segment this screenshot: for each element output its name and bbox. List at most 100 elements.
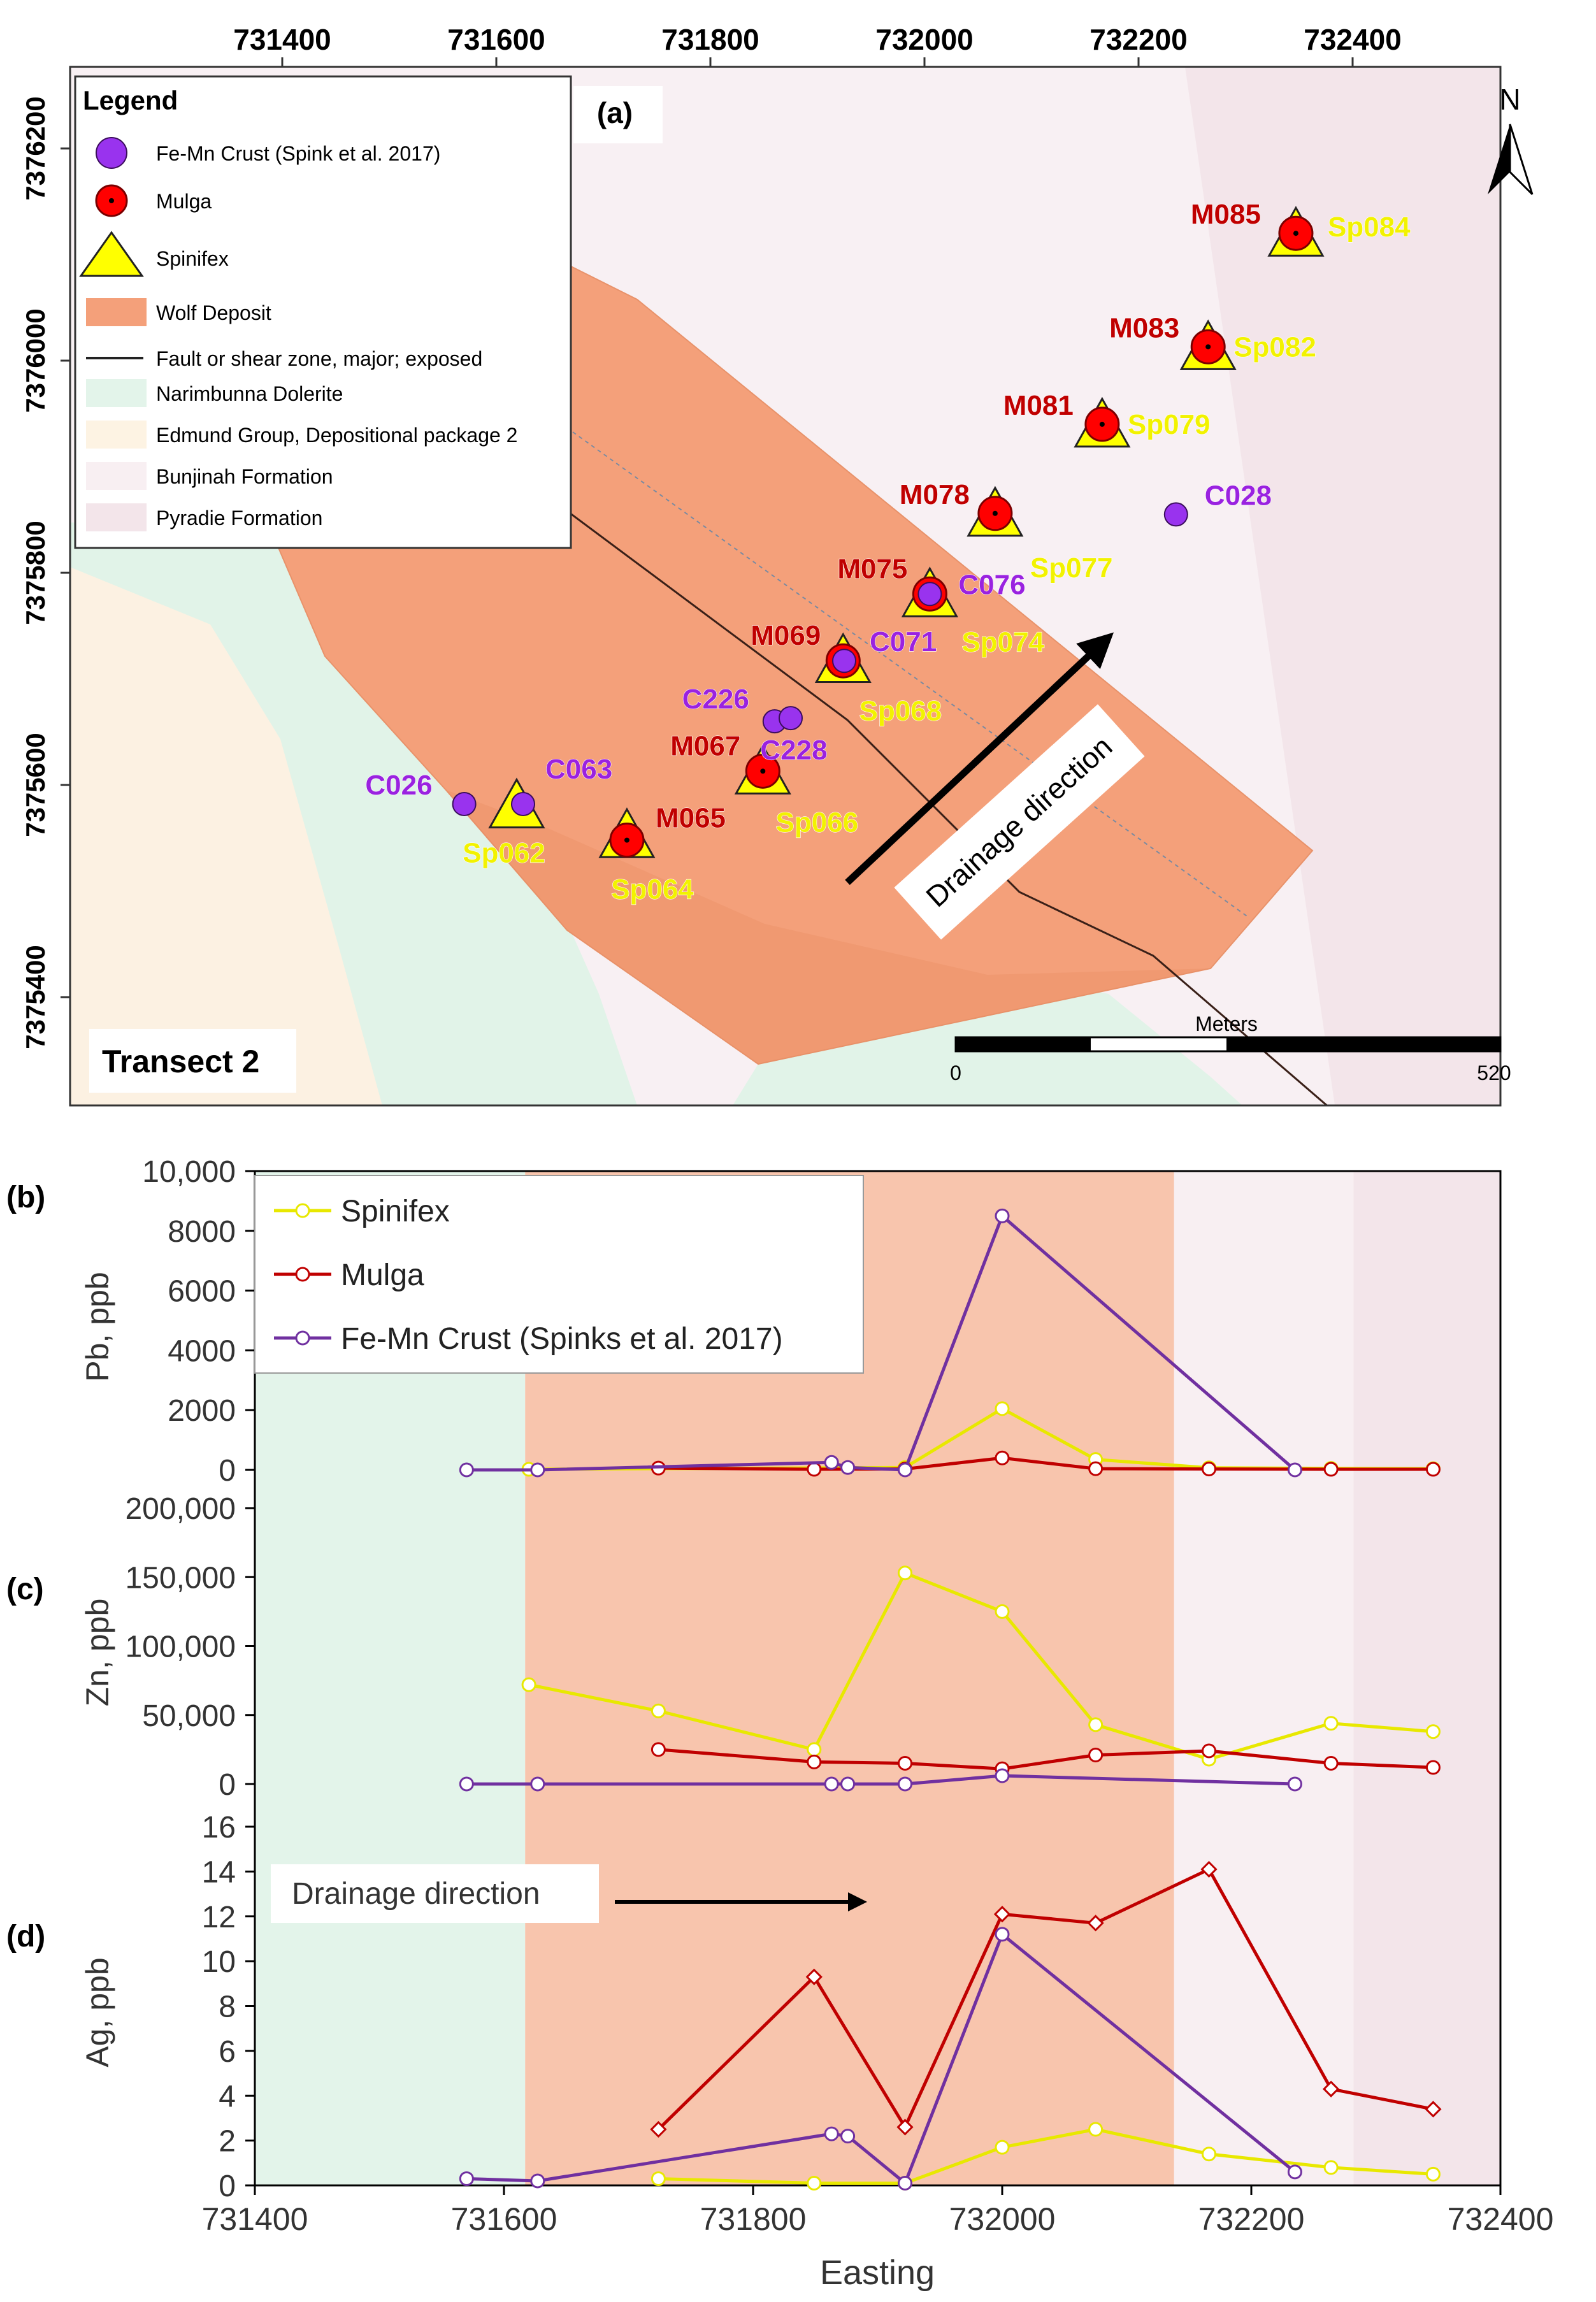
- data-point: [1323, 1756, 1339, 1771]
- data-point: [1425, 1462, 1441, 1477]
- data-point: [840, 1776, 856, 1792]
- legend-item-label: Spinifex: [156, 247, 229, 270]
- legend-patch-icon: [86, 503, 147, 531]
- fe-mn-site-label: C228: [760, 735, 827, 766]
- y-tick-label: 0: [219, 2169, 236, 2203]
- drainage-arrow: [845, 632, 1114, 886]
- data-point: [1202, 2147, 1217, 2162]
- series-line: [657, 1867, 1434, 2131]
- fe-mn-site-label: C226: [682, 684, 749, 715]
- x-tick-label: 731600: [451, 2201, 557, 2237]
- data-point: [807, 1742, 822, 1757]
- pyradie-formation-area: [1185, 67, 1500, 1105]
- y-tick-label: 0: [219, 1768, 236, 1802]
- spinifex-site-label: Sp082: [1233, 331, 1316, 363]
- mulga-site-label: M078: [900, 479, 970, 510]
- map-sites: Sp062 Sp064 Sp066 Sp068 Sp074 Sp077 Sp079 Sp082…: [365, 199, 1411, 905]
- y-tick-label: 2000: [168, 1394, 236, 1428]
- wolf-deposit-shade: [446, 790, 1211, 1064]
- chart-panel-label: (b): [6, 1181, 45, 1214]
- data-point: [651, 2171, 666, 2186]
- mulga-site-label: M083: [1109, 312, 1179, 343]
- northing-tick-label: 7376200: [20, 96, 50, 201]
- y-tick-label: 10: [202, 1945, 236, 1979]
- data-point: [995, 1450, 1010, 1465]
- data-point: [898, 1565, 913, 1581]
- data-point: [898, 1462, 913, 1478]
- spinifex-site-label: Sp074: [961, 626, 1044, 658]
- northing-tick-label: 7375600: [20, 733, 50, 837]
- spinifex-site-label: Sp079: [1128, 409, 1211, 440]
- y-tick-label: 6: [219, 2035, 236, 2069]
- easting-tick-label: 732400: [1304, 23, 1402, 56]
- data-point: [1322, 2080, 1340, 2097]
- legend-patch-icon: [86, 421, 147, 449]
- data-point: [530, 2173, 545, 2189]
- data-point: [1425, 2101, 1442, 2118]
- northing-tick-label: 7375400: [20, 945, 50, 1049]
- mulga-site-label: M065: [656, 803, 726, 834]
- data-point: [1088, 1748, 1104, 1763]
- data-point: [1287, 1462, 1302, 1478]
- panel-a-label: (a): [597, 96, 633, 129]
- mulga-marker-dot: [624, 837, 629, 843]
- chart-zone: [1174, 1171, 1354, 2185]
- data-point: [1088, 2122, 1104, 2137]
- northing-tick-label: 7376000: [20, 308, 50, 413]
- data-point: [805, 1968, 823, 1985]
- fe-mn-site-label: C026: [365, 770, 432, 801]
- data-point: [898, 1776, 913, 1792]
- x-tick-label: 731400: [202, 2201, 308, 2237]
- data-point: [1087, 1915, 1104, 1932]
- edmund-group-area: [70, 567, 382, 1105]
- legend-title: Legend: [83, 85, 178, 115]
- easting-tick-label: 731600: [447, 23, 545, 56]
- legend-item-label: Edmund Group, Depositional package 2: [156, 424, 517, 447]
- chart-legend-marker: [295, 1203, 310, 1218]
- scale-bar-end: 520: [1477, 1061, 1511, 1084]
- map-frame: [69, 66, 1502, 1107]
- data-point: [1287, 1776, 1302, 1792]
- chart-legend-marker: [295, 1267, 310, 1282]
- chart-panel-label: (d): [6, 1920, 45, 1953]
- chart-legend-label: Mulga: [341, 1258, 424, 1292]
- fe-mn-marker: [511, 791, 535, 816]
- y-tick-label: 50,000: [142, 1699, 236, 1733]
- chart-series: [459, 1208, 1442, 2190]
- data-point: [995, 1401, 1010, 1416]
- spinifex-site-label: Sp068: [859, 696, 942, 727]
- data-point: [995, 1208, 1010, 1223]
- northing-tick-label: 7375800: [20, 521, 50, 625]
- y-tick-label: 4: [219, 2080, 236, 2113]
- chart-drainage-annotation: Drainage direction: [271, 1864, 867, 1923]
- north-label: N: [1499, 83, 1520, 116]
- legend-patch-icon: [86, 298, 147, 326]
- data-point: [651, 1742, 666, 1757]
- x-axis-title: Easting: [820, 2254, 935, 2292]
- series-line: [658, 1748, 1434, 1771]
- data-point: [1202, 1743, 1217, 1759]
- data-point: [824, 2126, 839, 2141]
- transect-label: Transect 2: [102, 1044, 259, 1079]
- legend-patch-icon: [86, 462, 147, 490]
- legend-items: Fe-Mn Crust (Spink et al. 2017) Mulga Spin…: [79, 137, 517, 531]
- mulga-site-label: M085: [1191, 199, 1261, 230]
- mulga-site-label: M069: [751, 620, 821, 651]
- map-panel: 731400 731600 731800 732000 732200 732400 7376…: [20, 23, 1534, 1107]
- x-tick-label: 732400: [1448, 2201, 1554, 2237]
- data-point: [824, 1455, 839, 1470]
- easting-tick-label: 731400: [233, 23, 331, 56]
- map-ticks: 731400 731600 731800 732000 732200 732400 7376…: [20, 23, 1402, 1049]
- mulga-marker-dot: [1293, 231, 1298, 236]
- legend-patch-icon: [86, 379, 147, 407]
- data-point: [807, 1462, 822, 1477]
- legend-item-label: Fault or shear zone, major; exposed: [156, 347, 482, 370]
- data-point: [993, 1906, 1011, 1923]
- easting-tick-label: 732000: [875, 23, 974, 56]
- scale-bar: Meters 0 520: [950, 1012, 1511, 1084]
- y-axis-label: Ag, ppb: [80, 1957, 115, 2067]
- legend-item-label: Narimbunna Dolerite: [156, 382, 343, 405]
- legend-spinifex-icon: [79, 231, 144, 277]
- fe-mn-marker: [832, 649, 856, 673]
- data-point: [840, 2129, 856, 2144]
